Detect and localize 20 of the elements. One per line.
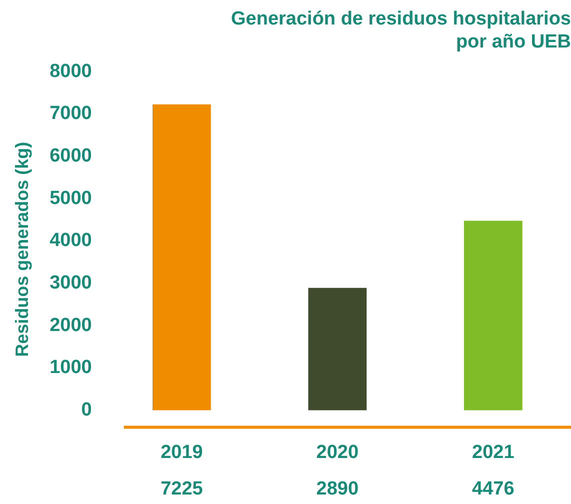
y-tick-label: 1000 [50,357,92,378]
x-tick-label: 2019 [160,442,203,463]
y-tick-label: 0 [81,400,92,420]
y-tick-label: 3000 [50,272,92,294]
y-tick-label: 5000 [50,188,92,209]
data-label: 4476 [472,478,514,500]
bar [152,104,211,410]
y-tick-label: 4000 [50,230,92,252]
data-label: 7225 [160,478,204,500]
y-tick-label: 8000 [50,60,92,82]
x-tick-label: 2021 [472,442,515,463]
bar [464,220,522,410]
bar [308,288,367,410]
y-tick-label: 6000 [50,146,92,166]
y-tick-label: 2000 [50,314,92,336]
data-label: 2890 [316,478,359,500]
y-axis-title: Residuos generados (kg) [12,142,32,357]
x-tick-label: 2020 [316,442,359,463]
chart-title: Generación de residuos hospitalarios por año UEB [231,8,571,52]
y-tick-label: 7000 [50,103,92,124]
